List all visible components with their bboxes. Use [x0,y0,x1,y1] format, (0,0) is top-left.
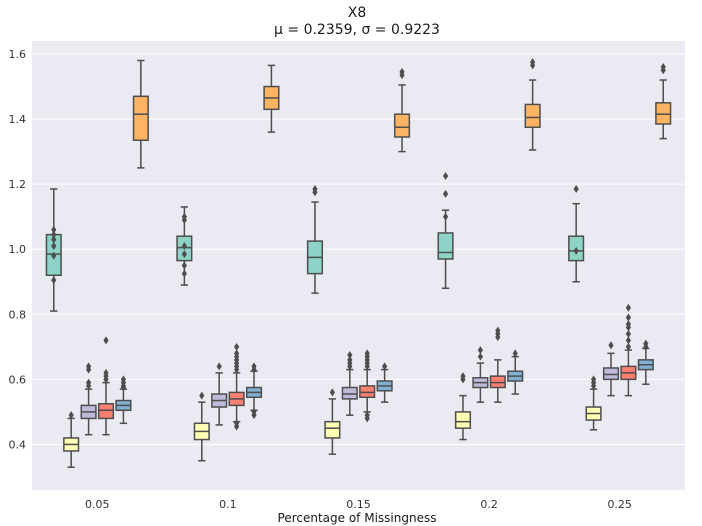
x-tick-label-4: 0.25 [607,498,632,511]
outlier-s3-c1-3 [85,362,92,371]
outlier-s1-c1-1 [51,251,57,260]
outlier-s6-c3-1 [399,67,405,76]
outlier-s5-c4-0 [512,349,518,358]
box-s6-c1 [132,95,149,141]
outlier-s6-c5-1 [660,63,666,72]
outlier-s3-c1-1 [85,378,92,387]
outlier-s4-c3-6 [364,349,370,358]
chart-title-line2: μ = 0.2359, σ = 0.9223 [274,22,440,38]
outlier-s3-c3-2 [347,355,353,364]
outlier-s1-c2-5 [181,212,187,221]
outlier-s4-c5-6 [625,303,632,312]
series-3 [80,341,620,436]
outlier-s4-c1-2 [103,368,109,377]
box-s3-c3 [341,386,358,400]
outlier-s4-c5-0 [625,342,632,351]
y-tick-label-6: 1.6 [9,48,27,61]
box-s4-c3 [359,385,376,399]
outlier-s4-c5-5 [625,313,632,322]
outlier-s1-c5-0 [573,246,579,255]
box-s6-c5 [655,102,672,125]
outlier-s4-c1-3 [103,336,109,345]
box-plot-series [45,58,672,468]
outlier-s1-c1-0 [51,276,57,285]
box-s4-c1 [97,403,115,420]
outlier-s1-c4-2 [442,172,449,181]
series-2 [63,372,602,468]
x-axis-ticks: 0.05 0.1 0.15 0.2 0.25 [85,498,632,511]
box-s1-c4 [437,232,454,260]
outlier-s3-c5-0 [608,341,614,350]
outlier-s5-c1-3 [120,375,127,384]
outlier-s1-c2-2 [181,250,187,259]
y-tick-label-5: 1.4 [9,113,27,126]
y-tick-label-3: 1.0 [9,243,27,256]
outlier-s2-c5-2 [590,375,597,384]
chart-title-line1: X8 [348,5,367,21]
outlier-s4-c3-1 [364,411,370,420]
outlier-s4-c2-1 [234,419,240,428]
outlier-s1-c1-2 [51,241,57,250]
series-6 [132,58,672,169]
outlier-s5-c2-1 [251,407,257,416]
y-tick-label-2: 0.8 [9,308,27,321]
outlier-s3-c4-0 [477,352,483,361]
y-axis-ticks: 0.4 0.6 0.8 1.0 1.2 1.4 1.6 [9,48,27,451]
x-tick-label-0: 0.05 [85,498,110,511]
outlier-s4-c2-7 [234,349,240,358]
box-s2-c4 [454,411,472,429]
outlier-s1-c3-1 [312,185,318,194]
outlier-s1-c1-5 [51,225,57,234]
outlier-s1-c4-0 [442,212,449,221]
outlier-s4-c5-2 [625,329,632,338]
y-tick-label-0: 0.4 [9,438,27,451]
plot-area [32,41,685,490]
series-1 [45,172,585,312]
outlier-s4-c4-2 [495,326,501,335]
outlier-s2-c2-0 [199,391,205,400]
outlier-s1-c5-1 [573,185,579,194]
outlier-s4-c2-8 [234,342,240,351]
box-s6-c3 [393,113,411,138]
outlier-s5-c5-1 [643,339,649,348]
y-tick-label-4: 1.2 [9,178,27,191]
box-s6-c4 [524,103,541,128]
outlier-s2-c4-1 [460,372,466,381]
series-5 [115,339,654,425]
outlier-s5-c2-3 [251,362,257,371]
x-axis-label: Percentage of Missingness [278,511,437,525]
outlier-s3-c3-3 [347,350,353,359]
outlier-s1-c1-3 [51,235,57,244]
x-tick-label-1: 0.1 [219,498,237,511]
y-tick-label-1: 0.6 [9,373,27,386]
outlier-s3-c4-1 [477,346,483,355]
x-tick-label-3: 0.2 [480,498,498,511]
outlier-s5-c3-0 [382,362,388,371]
outlier-s1-c2-1 [181,261,187,270]
box-s4-c4 [489,375,506,389]
box-s2-c3 [324,420,341,439]
outlier-s1-c1-4 [51,230,57,239]
outlier-s4-c5-1 [625,336,632,345]
outlier-s1-c4-1 [442,189,449,198]
outlier-s2-c3-0 [329,388,335,397]
series-4 [97,303,637,436]
outlier-s4-c5-4 [625,320,632,329]
outlier-s2-c1-0 [68,411,74,420]
outlier-s1-c2-3 [181,241,187,250]
x-tick-label-2: 0.15 [346,498,371,511]
outlier-s1-c2-0 [181,269,187,278]
outlier-s3-c2-0 [216,362,222,371]
outlier-s6-c4-1 [530,58,536,67]
box-s3-c5 [602,367,620,381]
